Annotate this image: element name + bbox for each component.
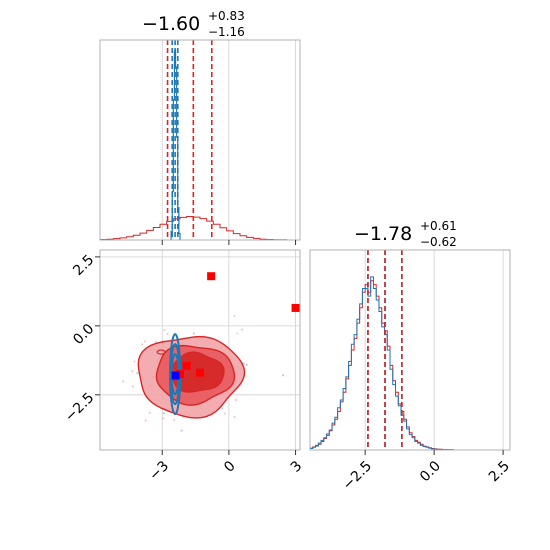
x-tick-label-0: −2.5 — [340, 458, 375, 493]
x-tick-label-0: −3 — [146, 458, 172, 484]
title-param-2: −1.78 +0.61 −0.62 — [354, 219, 457, 249]
scatter-point-98 — [131, 370, 134, 373]
marker-red-4 — [176, 370, 184, 379]
scatter-point-111 — [282, 374, 285, 377]
scatter-point-93 — [162, 412, 165, 415]
x-tick-label-1: 0 — [221, 458, 239, 476]
scatter-point-101 — [182, 465, 184, 467]
scatter-point-102 — [180, 429, 183, 432]
scatter-point-157 — [234, 398, 238, 402]
scatter-point-30 — [221, 407, 224, 410]
scatter-point-118 — [144, 419, 147, 422]
histogram-blue-param-2 — [309, 276, 509, 451]
scatter-point-140 — [143, 340, 147, 343]
joint-density-content — [73, 272, 300, 467]
scatter-point-116 — [233, 314, 236, 317]
histogram-red-param-1 — [99, 216, 300, 241]
x-tick-label-2: 2.5 — [486, 458, 513, 485]
joint-density-panel: −3 0 3 2.5 0.0 −2.5 — [62, 249, 306, 484]
y-tick-label-0: 2.5 — [70, 252, 97, 279]
marker-red-0 — [207, 272, 216, 281]
marker-red-1 — [291, 303, 300, 312]
scatter-point-100 — [133, 360, 136, 363]
histogram-param-1-frame — [99, 39, 301, 241]
x-tick-label-1: 0.0 — [417, 458, 444, 485]
joint-density-frame — [99, 249, 301, 451]
scatter-point-1 — [154, 340, 157, 343]
title-2-sub: −0.62 — [420, 235, 457, 249]
title-2-main: −1.78 — [354, 223, 412, 245]
scatter-point-23 — [163, 329, 166, 332]
scatter-point-177 — [192, 332, 195, 335]
scatter-point-114 — [245, 363, 248, 366]
histogram-param-2-panel: −2.5 0.0 2.5 — [309, 249, 513, 493]
scatter-point-37 — [236, 332, 239, 335]
x-tick-label-2: 3 — [288, 458, 306, 476]
scatter-point-137 — [148, 411, 151, 414]
scatter-point-109 — [162, 417, 165, 420]
contour-red-outlier — [156, 349, 166, 355]
histogram-param-2-frame — [309, 249, 511, 451]
scatter-point-38 — [173, 418, 176, 421]
marker-red-2 — [182, 361, 191, 370]
marker-red-3 — [196, 368, 204, 377]
y-tick-label-1: 0.0 — [70, 321, 97, 348]
scatter-point-14 — [131, 385, 134, 388]
title-1-sub: −1.16 — [208, 25, 245, 39]
title-1-main: −1.60 — [142, 13, 200, 35]
marker-blue-0 — [171, 371, 180, 380]
scatter-point-22 — [233, 415, 236, 419]
histogram-param-1-panel — [99, 39, 301, 245]
scatter-point-119 — [122, 380, 125, 383]
scatter-point-81 — [73, 349, 75, 351]
title-1-sup: +0.83 — [208, 9, 245, 23]
scatter-point-84 — [242, 362, 245, 365]
scatter-point-10 — [166, 332, 169, 335]
title-2-sup: +0.61 — [420, 219, 457, 233]
scatter-point-6 — [136, 372, 139, 375]
y-tick-label-2: −2.5 — [62, 390, 97, 425]
scatter-point-28 — [240, 328, 244, 331]
title-param-1: −1.60 +0.83 −1.16 — [142, 9, 245, 39]
histogram-red-param-2 — [309, 280, 509, 451]
scatter-point-136 — [223, 412, 226, 415]
scatter-point-50 — [140, 343, 144, 346]
